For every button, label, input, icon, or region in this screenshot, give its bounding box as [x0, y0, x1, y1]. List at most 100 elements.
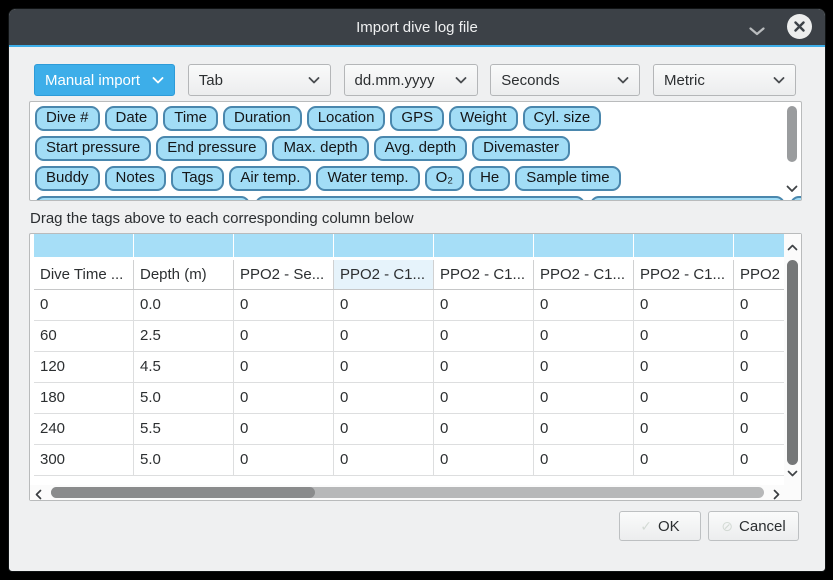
table-cell: 0	[434, 414, 534, 444]
tag-date[interactable]: Date	[104, 106, 159, 131]
vertical-scrollbar-thumb[interactable]	[787, 260, 798, 465]
table-cell: 0	[534, 352, 634, 382]
column-header[interactable]: PPO2 - C1...	[734, 260, 784, 289]
dropdown-selected-value: Manual import	[45, 71, 141, 89]
tag-row: Dive # Date Time Duration Location GPS Weight C…	[35, 106, 796, 131]
column-drop-row	[34, 234, 784, 257]
tags-scrollbar[interactable]	[786, 104, 799, 198]
table-header-row: Dive Time ... Depth (m) PPO2 - Se... PPO2 -…	[34, 260, 784, 290]
table-cell: 0	[734, 290, 784, 320]
import-dive-log-dialog: Import dive log file Manual import Tab dd.…	[8, 8, 826, 572]
dropdown-import-mode[interactable]: Manual import	[34, 64, 175, 96]
close-button[interactable]	[787, 14, 812, 39]
tag-divemaster[interactable]: Divemaster	[472, 136, 570, 161]
column-header[interactable]: PPO2 - Se...	[234, 260, 334, 289]
tag-weight[interactable]: Weight	[449, 106, 518, 131]
preview-table-panel: Dive Time ... Depth (m) PPO2 - Se... PPO2 -…	[29, 233, 802, 501]
table-cell: 0	[434, 352, 534, 382]
table-cell: 0	[434, 383, 534, 413]
drag-instruction-label: Drag the tags above to each correspondin…	[30, 210, 414, 227]
table-row: 240 5.5 0 0 0 0 0 0	[34, 414, 784, 445]
column-drop-cell[interactable]	[334, 234, 434, 257]
dropdown-units[interactable]: Metric	[653, 64, 796, 96]
horizontal-scrollbar-track[interactable]	[51, 487, 764, 498]
ok-button[interactable]: ✓ OK	[619, 511, 701, 541]
column-drop-cell[interactable]	[634, 234, 734, 257]
table-cell: 0	[534, 290, 634, 320]
tag-o[interactable]: O₂	[424, 166, 465, 191]
table-row: 300 5.0 0 0 0 0 0 0	[34, 445, 784, 476]
tag-row: Buddy Notes Tags Air temp. Water temp. O₂ He Sa…	[35, 166, 796, 191]
tag-start-pressure[interactable]: Start pressure	[35, 136, 152, 161]
column-drop-cell[interactable]	[34, 234, 134, 257]
tag-sample-time[interactable]: Sample time	[515, 166, 621, 191]
table-cell: 0	[234, 445, 334, 475]
dropdown-date-format[interactable]: dd.mm.yyyy	[343, 64, 478, 96]
table-cell: 5.0	[134, 383, 234, 413]
table-row: 120 4.5 0 0 0 0 0 0	[34, 352, 784, 383]
tags-scrollbar-thumb[interactable]	[787, 106, 797, 162]
dropdown-duration-format[interactable]: Seconds	[490, 64, 641, 96]
table-cell: 180	[34, 383, 134, 413]
tag-buddy[interactable]: Buddy	[35, 166, 100, 191]
tag-dive[interactable]: Dive #	[35, 106, 100, 131]
tags-panel: Dive # Date Time Duration Location GPS Weight C…	[29, 101, 802, 201]
table-cell: 0	[234, 352, 334, 382]
tag-notes[interactable]: Notes	[104, 166, 166, 191]
cancel-icon: ⊘	[721, 517, 734, 534]
cancel-button[interactable]: ⊘ Cancel	[708, 511, 799, 541]
column-header[interactable]: PPO2 - C1...	[434, 260, 534, 289]
tag-air-temp[interactable]: Air temp.	[229, 166, 312, 191]
column-header[interactable]: PPO2 - C1...	[334, 260, 434, 289]
window-title: Import dive log file	[356, 18, 478, 36]
table-cell: 0	[234, 414, 334, 444]
scroll-down-icon[interactable]	[787, 464, 798, 482]
table-cell: 0	[634, 290, 734, 320]
tag-time[interactable]: Time	[163, 106, 218, 131]
tag-max-depth[interactable]: Max. depth	[272, 136, 369, 161]
table-cell: 0	[634, 414, 734, 444]
column-drop-cell[interactable]	[134, 234, 234, 257]
column-drop-cell[interactable]	[734, 234, 784, 257]
tag-cyl-size[interactable]: Cyl. size	[522, 106, 602, 131]
scroll-left-icon[interactable]	[35, 487, 42, 505]
tag-tags[interactable]: Tags	[170, 166, 225, 191]
column-header[interactable]: PPO2 - C1...	[634, 260, 734, 289]
tag-row: Sample stopdepth Sample temperature Sample…	[35, 196, 801, 200]
table-horizontal-scrollbar[interactable]	[30, 485, 784, 500]
tag-location[interactable]: Location	[306, 106, 386, 131]
table-vertical-scrollbar[interactable]	[784, 234, 801, 485]
scroll-right-icon[interactable]	[773, 487, 780, 505]
column-header[interactable]: Depth (m)	[134, 260, 234, 289]
titlebar-accent-line	[9, 45, 825, 47]
column-drop-cell[interactable]	[234, 234, 334, 257]
window-menu-chevron-down-icon[interactable]	[749, 23, 765, 41]
column-drop-cell[interactable]	[534, 234, 634, 257]
dropdown-field-separator[interactable]: Tab	[187, 64, 331, 96]
scroll-up-icon[interactable]	[787, 238, 798, 256]
column-drop-cell[interactable]	[434, 234, 534, 257]
titlebar[interactable]: Import dive log file	[9, 9, 825, 45]
table-cell: 0	[334, 321, 434, 351]
tag-he[interactable]: He	[469, 166, 511, 191]
tags-scroll-down-icon[interactable]	[786, 180, 798, 198]
table-cell: 0	[734, 383, 784, 413]
tag-duration[interactable]: Duration	[223, 106, 302, 131]
table-cell: 0	[334, 383, 434, 413]
table-cell: 0	[534, 321, 634, 351]
dropdown-selected-value: Seconds	[501, 71, 560, 89]
table-cell: 0	[734, 445, 784, 475]
tag-gps[interactable]: GPS	[390, 106, 445, 131]
tag-sample-po[interactable]: Sample pO₂	[590, 196, 785, 200]
tag-water-temp[interactable]: Water temp.	[316, 166, 420, 191]
tag-sample-temperature[interactable]: Sample temperature	[255, 196, 585, 200]
tag-end-pressure[interactable]: End pressure	[156, 136, 268, 161]
column-header[interactable]: Dive Time ...	[34, 260, 134, 289]
tag-sample-stopdepth[interactable]: Sample stopdepth	[35, 196, 250, 200]
tag-avg-depth[interactable]: Avg. depth	[373, 136, 468, 161]
horizontal-scrollbar-thumb[interactable]	[51, 487, 315, 498]
dropdown-selected-value: Tab	[198, 71, 223, 89]
table-cell: 60	[34, 321, 134, 351]
dropdown-selected-value: dd.mm.yyyy	[354, 71, 435, 89]
column-header[interactable]: PPO2 - C1...	[534, 260, 634, 289]
